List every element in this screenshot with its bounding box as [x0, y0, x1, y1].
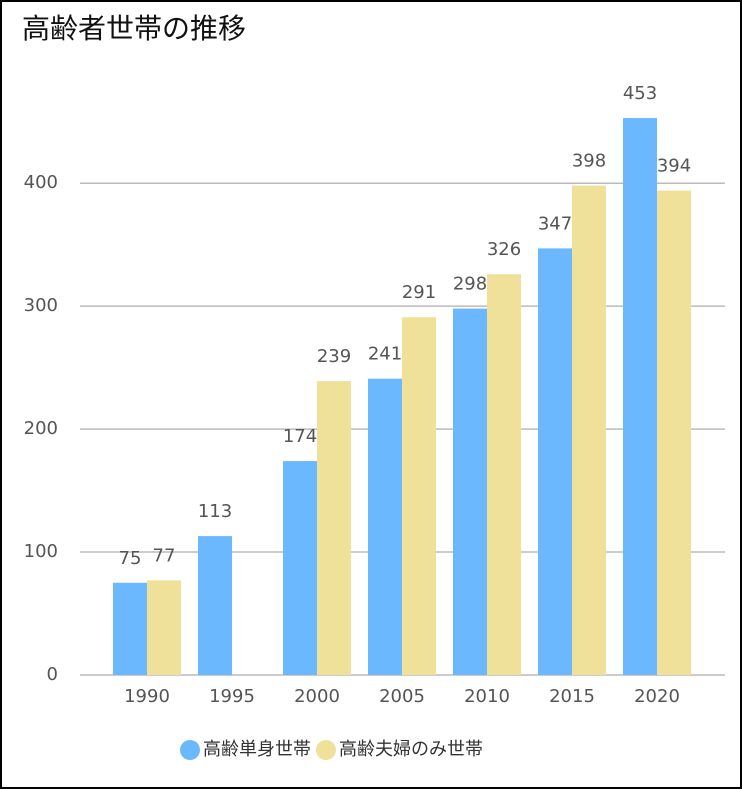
data-label: 326	[487, 239, 521, 260]
x-tick-label: 2010	[464, 686, 510, 707]
data-label: 77	[153, 545, 176, 566]
legend-swatch	[316, 740, 336, 760]
x-tick-label: 2000	[294, 686, 340, 707]
bar	[402, 317, 436, 675]
data-label: 298	[453, 274, 487, 295]
data-label: 291	[402, 282, 436, 303]
data-label: 239	[317, 346, 351, 367]
y-tick-label: 0	[47, 664, 58, 685]
data-label: 453	[623, 83, 657, 104]
legend-swatch	[180, 740, 200, 760]
x-tick-label: 2020	[634, 686, 680, 707]
legend-label: 高齢夫婦のみ世帯	[339, 739, 483, 760]
x-tick-label: 2015	[549, 686, 595, 707]
bar	[538, 248, 572, 676]
bar	[572, 185, 606, 675]
data-label: 113	[198, 501, 232, 522]
x-tick-label: 1990	[124, 686, 170, 707]
bar	[453, 308, 487, 675]
legend-label: 高齢単身世帯	[203, 739, 311, 760]
data-label: 347	[538, 213, 572, 234]
y-tick-label: 100	[24, 541, 58, 562]
x-tick-label: 2005	[379, 686, 425, 707]
bar	[657, 190, 691, 675]
bar	[113, 582, 147, 675]
bar	[283, 461, 317, 675]
bar	[317, 381, 351, 675]
bar	[368, 378, 402, 675]
bar	[198, 536, 232, 675]
bar	[487, 274, 521, 675]
y-tick-label: 400	[24, 172, 58, 193]
data-label: 174	[283, 426, 317, 447]
data-label: 75	[119, 548, 142, 569]
y-tick-label: 300	[24, 295, 58, 316]
bar	[147, 580, 181, 675]
data-label: 394	[657, 156, 691, 177]
bar	[623, 118, 657, 676]
y-tick-label: 200	[24, 418, 58, 439]
data-label: 241	[368, 344, 402, 365]
data-label: 398	[572, 151, 606, 172]
x-tick-label: 1995	[209, 686, 255, 707]
chart-title: 高齢者世帯の推移	[22, 12, 246, 45]
